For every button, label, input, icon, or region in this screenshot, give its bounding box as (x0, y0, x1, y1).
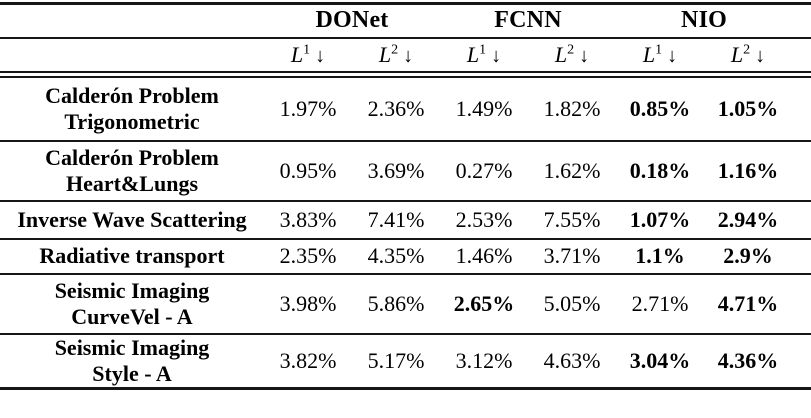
value-cell-nio-l2: 4.36% (717, 347, 779, 373)
table-row-seismic-style-a: Seismic Imaging Style - A 3.82% 5.17% 3.… (0, 334, 811, 389)
down-arrow-icon: ↓ (755, 44, 766, 67)
value-cell-donet-l1: 1.97% (279, 95, 337, 121)
value-cell-fcnn-l1: 0.27% (455, 157, 513, 183)
value-cell-nio-l2: 1.16% (717, 157, 779, 183)
column-header-fcnn-l1: L1 ↓ (466, 41, 502, 67)
value-cell-fcnn-l1: 3.12% (455, 347, 513, 373)
value-cell-nio-l1: 2.71% (631, 290, 689, 316)
column-header-donet-l2: L2 ↓ (378, 41, 414, 67)
value-cell-fcnn-l1: 1.49% (455, 95, 513, 121)
row-label: Calderón Problem Heart&Lungs (45, 144, 219, 196)
metric-header-row: L1 ↓ L2 ↓ L1 ↓ L2 ↓ L1 ↓ L2 ↓ (0, 38, 811, 72)
spacer-cell (792, 274, 811, 334)
row-label: Radiative transport (39, 243, 225, 268)
down-arrow-icon: ↓ (403, 44, 414, 67)
row-label: Seismic Imaging Style - A (54, 334, 210, 386)
down-arrow-icon: ↓ (667, 44, 678, 67)
value-cell-nio-l2: 4.71% (717, 290, 779, 316)
spacer-cell (792, 4, 811, 38)
column-group-donet: DONet (315, 7, 389, 34)
value-cell-donet-l2: 3.69% (367, 157, 425, 183)
value-cell-nio-l2: 1.05% (717, 95, 779, 121)
value-cell-nio-l1: 1.1% (635, 243, 685, 268)
value-cell-fcnn-l2: 7.55% (543, 206, 601, 232)
column-header-fcnn-l2: L2 ↓ (554, 41, 590, 67)
value-cell-donet-l1: 3.82% (279, 347, 337, 373)
value-cell-fcnn-l2: 5.05% (543, 290, 601, 316)
column-header-nio-l1: L1 ↓ (642, 41, 678, 67)
spacer-cell (792, 38, 811, 72)
benchmark-results-table: DONet FCNN NIO L1 ↓ L2 ↓ L1 ↓ L2 ↓ L1 ↓ L2 ↓ C… (0, 2, 811, 390)
value-cell-nio-l1: 3.04% (629, 347, 691, 373)
value-cell-fcnn-l1: 2.53% (455, 206, 513, 232)
double-rule-gap (0, 72, 811, 77)
spacer-cell (792, 77, 811, 141)
value-cell-nio-l2: 2.94% (717, 206, 779, 232)
value-cell-nio-l2: 2.9% (723, 243, 773, 268)
spacer-cell (792, 141, 811, 201)
table-row-radiative-transport: Radiative transport 2.35% 4.35% 1.46% 3.… (0, 239, 811, 274)
table-row-inverse-wave-scattering: Inverse Wave Scattering 3.83% 7.41% 2.53… (0, 201, 811, 239)
value-cell-fcnn-l2: 1.82% (543, 95, 601, 121)
value-cell-donet-l2: 7.41% (367, 206, 425, 232)
column-header-nio-l2: L2 ↓ (730, 41, 766, 67)
empty-cell (0, 38, 264, 72)
value-cell-fcnn-l2: 4.63% (543, 347, 601, 373)
value-cell-fcnn-l1: 1.46% (455, 243, 513, 268)
table-row-seismic-curvevel-a: Seismic Imaging CurveVel - A 3.98% 5.86%… (0, 274, 811, 334)
value-cell-donet-l2: 5.17% (367, 347, 425, 373)
down-arrow-icon: ↓ (491, 44, 502, 67)
down-arrow-icon: ↓ (315, 44, 326, 67)
column-header-donet-l1: L1 ↓ (290, 41, 326, 67)
column-group-nio: NIO (681, 7, 727, 34)
method-header-row: DONet FCNN NIO (0, 4, 811, 38)
value-cell-fcnn-l2: 3.71% (543, 243, 601, 268)
value-cell-donet-l1: 0.95% (279, 157, 337, 183)
value-cell-donet-l2: 2.36% (367, 95, 425, 121)
value-cell-fcnn-l2: 1.62% (543, 157, 601, 183)
value-cell-donet-l1: 2.35% (279, 243, 337, 268)
value-cell-nio-l1: 1.07% (629, 206, 691, 232)
down-arrow-icon: ↓ (579, 44, 590, 67)
value-cell-donet-l1: 3.98% (279, 290, 337, 316)
value-cell-donet-l2: 5.86% (367, 290, 425, 316)
value-cell-donet-l2: 4.35% (367, 243, 425, 268)
spacer-cell (792, 334, 811, 389)
corner-empty-cell (0, 4, 264, 38)
table-row-calderon-trigonometric: Calderón Problem Trigonometric 1.97% 2.3… (0, 77, 811, 141)
value-cell-fcnn-l1: 2.65% (453, 290, 515, 316)
spacer-cell (792, 201, 811, 239)
row-label: Inverse Wave Scattering (17, 206, 247, 232)
column-group-fcnn: FCNN (494, 7, 562, 34)
table-row-calderon-heartlungs: Calderón Problem Heart&Lungs 0.95% 3.69%… (0, 141, 811, 201)
value-cell-nio-l1: 0.85% (629, 95, 691, 121)
value-cell-donet-l1: 3.83% (279, 206, 337, 232)
value-cell-nio-l1: 0.18% (629, 157, 691, 183)
spacer-cell (792, 239, 811, 274)
row-label: Calderón Problem Trigonometric (45, 82, 219, 134)
row-label: Seismic Imaging CurveVel - A (54, 277, 210, 329)
